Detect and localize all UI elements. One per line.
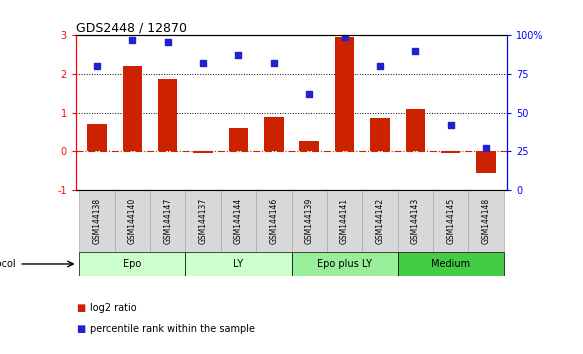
Bar (79, 190, 115, 252)
Text: log2 ratio: log2 ratio (90, 303, 137, 313)
Text: GSM144148: GSM144148 (482, 198, 490, 244)
Text: GSM144142: GSM144142 (375, 198, 384, 244)
Bar (158, 79, 177, 152)
Bar (256, 190, 292, 252)
Point (482, 145, 491, 151)
Bar (433, 190, 468, 252)
Bar (229, 128, 248, 152)
Point (375, 63, 385, 69)
Text: GDS2448 / 12870: GDS2448 / 12870 (76, 21, 187, 34)
Text: LY: LY (233, 259, 244, 269)
Bar (441, 152, 461, 153)
Point (304, 91, 314, 97)
Bar (468, 190, 504, 252)
Text: GSM144143: GSM144143 (411, 198, 420, 244)
Bar (398, 190, 433, 252)
Text: Medium: Medium (431, 259, 470, 269)
Point (92, 63, 101, 69)
Bar (370, 119, 389, 152)
Point (198, 61, 208, 66)
Text: GSM144144: GSM144144 (234, 198, 243, 244)
Bar (327, 190, 362, 252)
Bar (221, 190, 256, 252)
Text: GSM144141: GSM144141 (340, 198, 349, 244)
Bar (476, 152, 496, 173)
Bar (406, 109, 425, 152)
Point (234, 53, 243, 58)
Bar (79, 252, 185, 276)
Bar (292, 252, 398, 276)
Point (446, 122, 455, 128)
Point (410, 48, 420, 54)
Text: GSM144138: GSM144138 (93, 198, 101, 244)
Bar (185, 190, 221, 252)
Bar (150, 190, 185, 252)
Text: growth protocol: growth protocol (0, 259, 16, 269)
Bar (300, 141, 319, 152)
Text: GSM144140: GSM144140 (128, 198, 137, 244)
Text: GSM144139: GSM144139 (305, 198, 314, 244)
Bar (362, 190, 398, 252)
Text: ■: ■ (76, 303, 85, 313)
Text: ■: ■ (76, 324, 85, 334)
Bar (87, 124, 107, 152)
Bar (194, 152, 213, 153)
Bar (122, 66, 142, 152)
Text: Epo: Epo (123, 259, 142, 269)
Text: GSM144146: GSM144146 (269, 198, 278, 244)
Text: Epo plus LY: Epo plus LY (317, 259, 372, 269)
Point (340, 34, 349, 40)
Bar (115, 190, 150, 252)
Bar (264, 116, 283, 152)
Point (163, 39, 173, 44)
Text: GSM144145: GSM144145 (446, 198, 455, 244)
Text: GSM144147: GSM144147 (163, 198, 172, 244)
Point (128, 37, 137, 43)
Bar (398, 252, 504, 276)
Text: GSM144137: GSM144137 (199, 198, 208, 244)
Point (269, 61, 279, 66)
Bar (185, 252, 292, 276)
Bar (335, 36, 354, 152)
Text: percentile rank within the sample: percentile rank within the sample (90, 324, 255, 334)
Bar (292, 190, 327, 252)
